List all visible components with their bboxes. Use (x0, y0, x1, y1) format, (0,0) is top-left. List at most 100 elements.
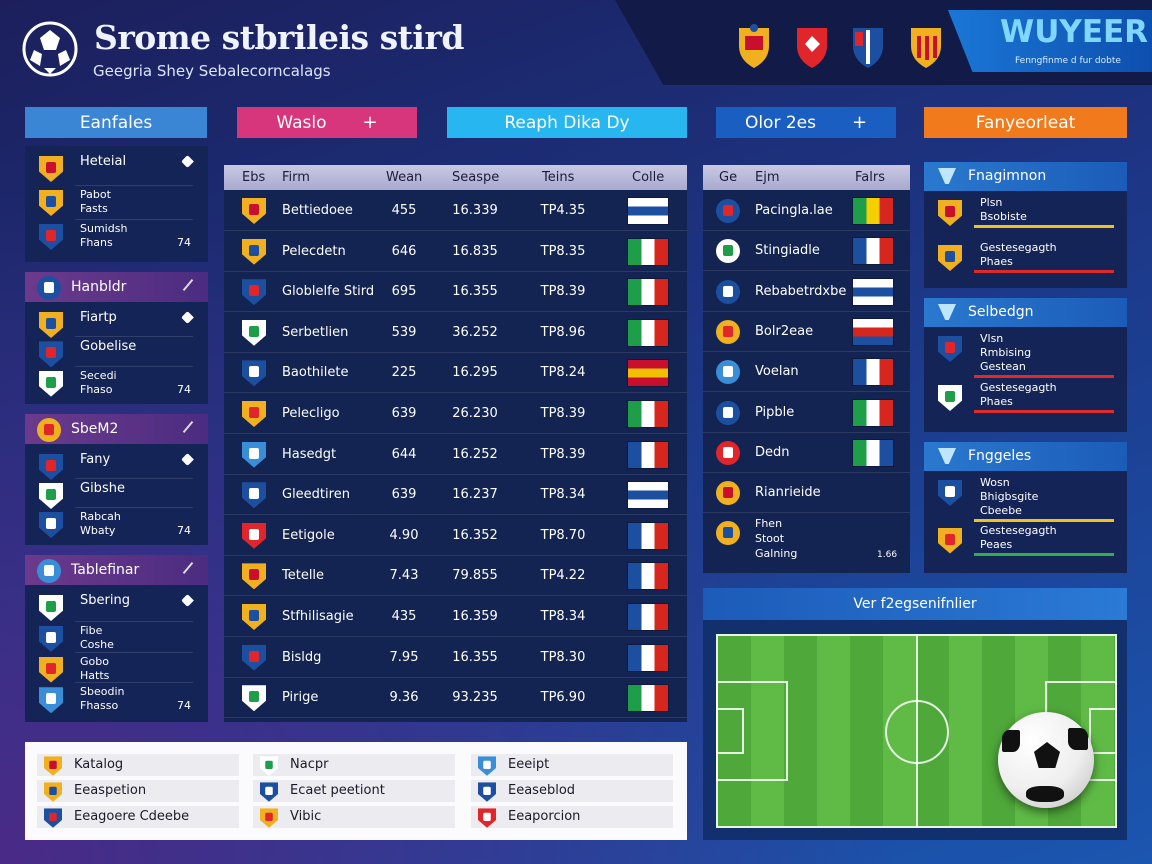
item-text: Hatts (80, 668, 110, 682)
team-name: Baothilete (282, 365, 349, 381)
divider (75, 336, 193, 338)
item-text: Cbeebe (980, 504, 1022, 517)
crest-mark (46, 460, 56, 471)
table-value: 225 (391, 365, 417, 381)
item-text: Fhans (80, 236, 113, 249)
divider (75, 682, 193, 684)
tab-label: Waslo (276, 112, 327, 133)
crest-mark (46, 693, 56, 705)
pitch-line (716, 708, 744, 754)
item-text: Bsobiste (980, 210, 1027, 223)
crest-mark (46, 601, 56, 612)
team-crest (44, 808, 62, 828)
crest-mark (249, 528, 259, 540)
crest-mark (723, 285, 733, 297)
item-text: Sumidsh (80, 222, 128, 235)
column-header: Colle (632, 170, 665, 185)
divider (75, 478, 193, 479)
table-value: 16.295 (452, 365, 498, 381)
team-crest (478, 756, 496, 776)
tab[interactable]: Eanfales (25, 107, 207, 138)
team-crest (37, 418, 61, 442)
divider (75, 219, 193, 220)
tab[interactable]: Reaph Dika Dy (447, 107, 687, 138)
divider (75, 185, 193, 186)
table-row: Tetelle 7.43 79.855 TP4.22 (224, 557, 687, 597)
team-crest (39, 454, 63, 480)
team-name: Bolr2eae (755, 323, 814, 339)
table-value: TP8.35 (540, 243, 586, 259)
crest-mark (723, 446, 733, 458)
team-name: Pirige (282, 690, 319, 706)
panel-header: Hanbldr (25, 272, 208, 302)
tab[interactable]: Waslo + (237, 107, 417, 138)
side-table: Ge Ejm Falrs Pacingla.lae Stingiadle Rebabetr… (703, 165, 910, 573)
crest-mark (483, 760, 491, 769)
panel-title: Fnagimnon (968, 168, 1047, 184)
item-text: Gibshe (80, 481, 125, 496)
team-crest (39, 483, 63, 509)
logo (22, 21, 78, 77)
item-text: Secedi (80, 368, 117, 382)
table-row: Pipble (703, 394, 910, 433)
tab[interactable]: Fanyeorleat (924, 107, 1127, 138)
team-crest (242, 522, 266, 549)
team-crest (39, 156, 63, 182)
crest-mark (249, 488, 259, 500)
team-name: Galning (755, 547, 798, 561)
flag (628, 482, 668, 509)
flag (628, 604, 668, 630)
ball (998, 712, 1094, 808)
team-crest (242, 482, 266, 509)
item-text: Peaes (980, 537, 1013, 551)
team-name: Stoot (755, 532, 785, 546)
team-crest (242, 441, 266, 468)
crest-mark (723, 245, 733, 257)
item-text: Fasts (80, 202, 108, 215)
header-crests (739, 24, 941, 68)
panel-header: SbeM2 (25, 414, 208, 444)
crest-mark (49, 760, 57, 769)
item-text: Gobelise (80, 339, 137, 355)
table-value: 79.855 (452, 568, 498, 584)
crest-mark (945, 486, 955, 497)
legend-text: Eeeipt (508, 757, 550, 772)
table-row: Bettiedoee 455 16.339 TP4.35 (224, 192, 687, 231)
column-header: Seaspe (452, 170, 500, 185)
table-value: TP8.24 (540, 365, 586, 381)
item-bar (974, 225, 1114, 228)
crest-mark (44, 424, 54, 435)
crest-mark (249, 204, 259, 215)
item-text: Wosn (980, 476, 1010, 489)
legend-row: Eeeipt (471, 754, 673, 776)
team-crest (716, 239, 740, 264)
tab-label: Fanyeorleat (975, 112, 1076, 133)
table-value: TP8.34 (540, 487, 586, 503)
team-crest (242, 360, 266, 387)
item-num: 74 (177, 699, 191, 713)
table-value: TP8.39 (540, 446, 586, 462)
table-value: 16.355 (452, 284, 498, 300)
flag (853, 439, 893, 466)
item-text: Fhasso (80, 699, 119, 713)
crest-mark (723, 406, 733, 418)
table-row: Eetigole 4.90 16.352 TP8.70 (224, 517, 687, 556)
side-panel: Heteial Pabot Fasts Sumidsh Fhans 74 (25, 146, 208, 262)
crest-mark (46, 518, 56, 529)
page-subtitle: Geegria Shey Sebalecorncalags (93, 62, 331, 80)
team-name: Fhen (755, 517, 783, 531)
legend-text: Ecaet peetiont (290, 783, 385, 798)
flag (853, 198, 893, 224)
legend-row: Katalog (37, 754, 239, 776)
table-value: TP6.90 (540, 690, 586, 706)
tab[interactable]: Olor 2es + (716, 107, 896, 138)
brand-name: WUYEER (1000, 14, 1149, 50)
flag (853, 318, 893, 345)
table-row: Fhen Stoot Galning 1.66 (703, 514, 910, 584)
team-name: Stingiadle (755, 243, 820, 259)
crest-mark (249, 366, 259, 378)
flag (628, 198, 668, 224)
team-crest (938, 385, 962, 411)
side-panel: Hanbldr Fiartp Gobelise Secedi Fhaso 74 (25, 272, 208, 404)
team-crest (44, 782, 62, 802)
